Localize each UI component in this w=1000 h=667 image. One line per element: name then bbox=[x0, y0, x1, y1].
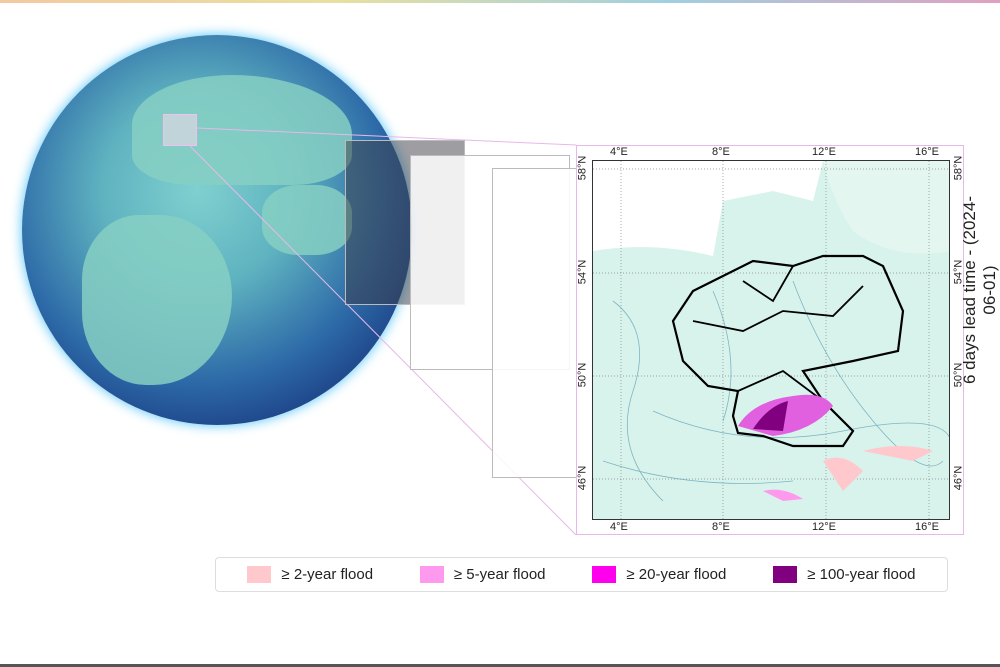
legend-swatch bbox=[419, 566, 444, 583]
legend-item-20yr: ≥ 20-year flood bbox=[592, 566, 726, 583]
lead-time-label: 6 days lead time - (2024-06-01) bbox=[960, 195, 999, 385]
legend-label: ≥ 100-year flood bbox=[807, 566, 916, 583]
map-svg bbox=[593, 161, 949, 519]
legend-item-5yr: ≥ 5-year flood bbox=[419, 566, 546, 583]
lon-tick-bottom: 16°E bbox=[915, 521, 939, 533]
selected-region-box bbox=[163, 114, 197, 146]
lon-tick-top: 8°E bbox=[712, 146, 730, 158]
legend-label: ≥ 2-year flood bbox=[281, 566, 374, 583]
lon-tick-bottom: 4°E bbox=[610, 521, 628, 533]
lon-tick-top: 16°E bbox=[915, 146, 939, 158]
legend-label: ≥ 20-year flood bbox=[626, 566, 727, 583]
lat-tick-right: 46°N bbox=[952, 465, 965, 491]
germany-state-borders bbox=[671, 254, 905, 448]
legend-swatch bbox=[247, 566, 272, 583]
legend-label: ≥ 5-year flood bbox=[453, 566, 546, 583]
bottom-bar bbox=[0, 664, 1000, 667]
arabia-landmass bbox=[262, 185, 352, 255]
globe-image bbox=[22, 35, 412, 425]
lat-tick-left: 50°N bbox=[576, 362, 589, 388]
legend-item-100yr: ≥ 100-year flood bbox=[773, 566, 916, 583]
top-accent-bar bbox=[0, 0, 1000, 3]
state-borders-inner bbox=[692, 265, 864, 402]
sweden-area bbox=[823, 161, 949, 254]
north-sea bbox=[593, 161, 823, 256]
lon-tick-top: 4°E bbox=[610, 146, 628, 158]
flood-2yr-area bbox=[823, 446, 933, 491]
rivers bbox=[602, 280, 949, 502]
lon-tick-top: 12°E bbox=[812, 146, 836, 158]
flood-map[interactable] bbox=[592, 160, 950, 520]
lat-tick-left: 54°N bbox=[576, 259, 589, 285]
lat-tick-left: 58°N bbox=[576, 155, 589, 181]
legend-swatch bbox=[773, 566, 798, 583]
lat-tick-left: 46°N bbox=[576, 465, 589, 491]
lon-tick-bottom: 8°E bbox=[712, 521, 730, 533]
land-area bbox=[593, 161, 949, 519]
africa-landmass bbox=[82, 215, 232, 385]
flood-5yr-area bbox=[763, 489, 803, 501]
lat-tick-right: 58°N bbox=[952, 155, 965, 181]
legend-swatch bbox=[592, 566, 617, 583]
lon-tick-bottom: 12°E bbox=[812, 521, 836, 533]
legend-item-2yr: ≥ 2-year flood bbox=[247, 566, 373, 583]
legend: ≥ 2-year flood ≥ 5-year flood ≥ 20-year … bbox=[215, 557, 948, 592]
flood-100yr-area bbox=[753, 401, 788, 431]
